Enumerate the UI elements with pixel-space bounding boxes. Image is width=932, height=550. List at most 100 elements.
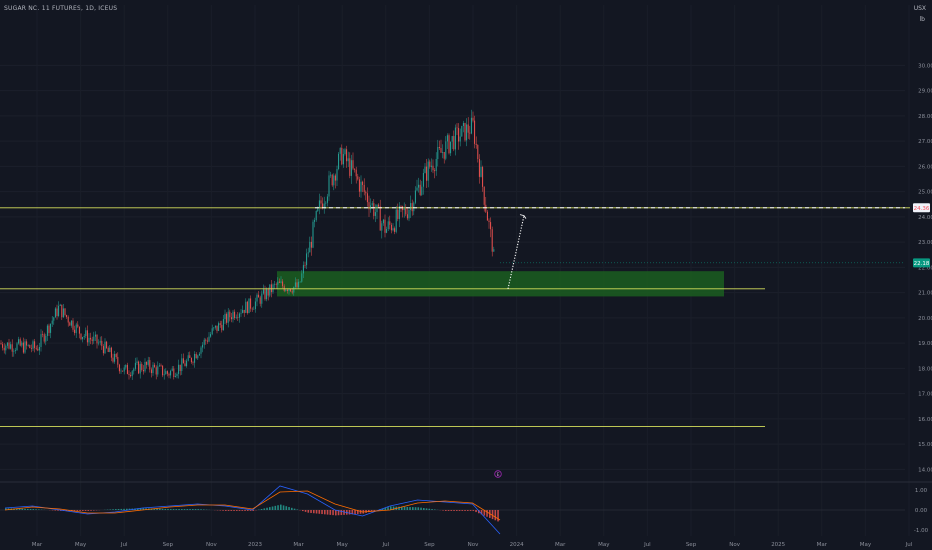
candle-body xyxy=(189,355,191,358)
candle-body xyxy=(136,361,138,363)
candle-body xyxy=(110,347,112,358)
candle-body xyxy=(432,165,434,171)
macd-hist-bar xyxy=(370,510,373,512)
macd-hist-bar xyxy=(458,510,461,511)
macd-hist-bar xyxy=(54,510,57,511)
candle-body xyxy=(322,203,324,209)
price-tick-label: 23.00 xyxy=(918,240,932,246)
candle-body xyxy=(62,308,64,318)
unit-label[interactable]: lb xyxy=(919,16,925,23)
candle-body xyxy=(165,371,167,375)
candle-body xyxy=(419,184,421,195)
candle-body xyxy=(478,159,480,177)
candle-body xyxy=(466,124,468,141)
candle-body xyxy=(21,342,23,346)
macd-hist-bar xyxy=(222,510,224,511)
candle-body xyxy=(150,369,152,374)
candle-body xyxy=(352,160,354,169)
macd-hist-bar xyxy=(35,509,37,510)
candle-body xyxy=(154,364,156,368)
candle-body xyxy=(237,317,239,318)
currency-label[interactable]: USX xyxy=(913,5,926,12)
candle-body xyxy=(291,291,293,293)
projection-arrow xyxy=(507,215,525,289)
macd-hist-bar xyxy=(486,510,488,517)
time-tick-label: May xyxy=(598,542,610,548)
candle-body xyxy=(45,335,47,342)
macd-hist-bar xyxy=(423,508,425,510)
candle-body xyxy=(299,281,301,283)
candle-body xyxy=(221,324,223,331)
macd-hist-bar xyxy=(480,510,483,515)
macd-hist-bar xyxy=(420,507,422,510)
macd-hist-bar xyxy=(271,506,274,510)
candle-body xyxy=(211,328,213,335)
time-tick-label: Nov xyxy=(468,542,479,548)
macd-hist-bar xyxy=(425,508,428,510)
macd-hist-bar xyxy=(189,509,191,510)
candle-body xyxy=(326,196,328,203)
macd-hist-bar xyxy=(296,509,299,510)
candle-body xyxy=(248,298,250,314)
macd-hist-bar xyxy=(164,508,167,510)
candle-body xyxy=(277,281,279,285)
macd-hist-bar xyxy=(27,508,29,510)
macd-hist-bar xyxy=(186,509,189,510)
time-tick-label: Sep xyxy=(424,542,435,548)
candle-body xyxy=(3,347,5,351)
macd-hist-bar xyxy=(170,509,172,510)
candle-body xyxy=(334,175,336,181)
candle-body xyxy=(226,313,228,323)
macd-hist-bar xyxy=(21,508,24,510)
candle-body xyxy=(78,326,80,334)
candle-body xyxy=(194,353,196,363)
macd-hist-bar xyxy=(236,510,238,511)
candle-body xyxy=(318,200,320,208)
candle-body xyxy=(408,209,410,219)
candle-body xyxy=(13,350,15,352)
candle-body xyxy=(392,228,394,231)
candle-body xyxy=(267,289,269,296)
candle-body xyxy=(18,339,20,344)
price-tick-label: 14.00 xyxy=(918,467,932,473)
macd-hist-bar xyxy=(178,509,180,510)
macd-series-line xyxy=(4,485,501,535)
macd-hist-bar xyxy=(197,509,200,510)
candle-body xyxy=(131,371,133,377)
macd-hist-bar xyxy=(403,506,406,510)
candle-body xyxy=(346,149,348,162)
macd-hist-bar xyxy=(381,508,384,510)
time-tick-label: Nov xyxy=(206,542,217,548)
candle-body xyxy=(245,301,247,313)
time-tick-label: Jul xyxy=(381,542,389,548)
candle-body xyxy=(82,336,84,340)
candle-body xyxy=(434,170,436,172)
macd-hist-bar xyxy=(469,510,472,511)
candle-body xyxy=(240,312,242,314)
candle-body xyxy=(387,221,389,230)
candle-body xyxy=(222,319,224,331)
candle-body xyxy=(426,166,428,181)
candle-body xyxy=(328,175,330,197)
candle-body xyxy=(91,339,93,341)
macd-hist-bar xyxy=(277,505,279,510)
candle-body xyxy=(365,191,367,194)
candle-body xyxy=(96,334,98,344)
candle-body xyxy=(445,141,447,159)
time-tick-label: Mar xyxy=(293,542,304,548)
candle-body xyxy=(309,241,311,253)
candle-body xyxy=(34,341,36,348)
candle-body xyxy=(389,221,391,225)
candle-body xyxy=(250,298,252,309)
candle-body xyxy=(37,348,39,351)
macd-hist-bar xyxy=(73,510,76,511)
candle-body xyxy=(382,219,384,224)
candle-body xyxy=(117,356,119,365)
macd-hist-bar xyxy=(321,510,323,515)
candle-body xyxy=(166,371,168,374)
candle-body xyxy=(8,342,10,349)
time-tick-label: 2024 xyxy=(510,542,524,548)
candle-body xyxy=(342,154,344,165)
candle-body xyxy=(178,364,180,374)
